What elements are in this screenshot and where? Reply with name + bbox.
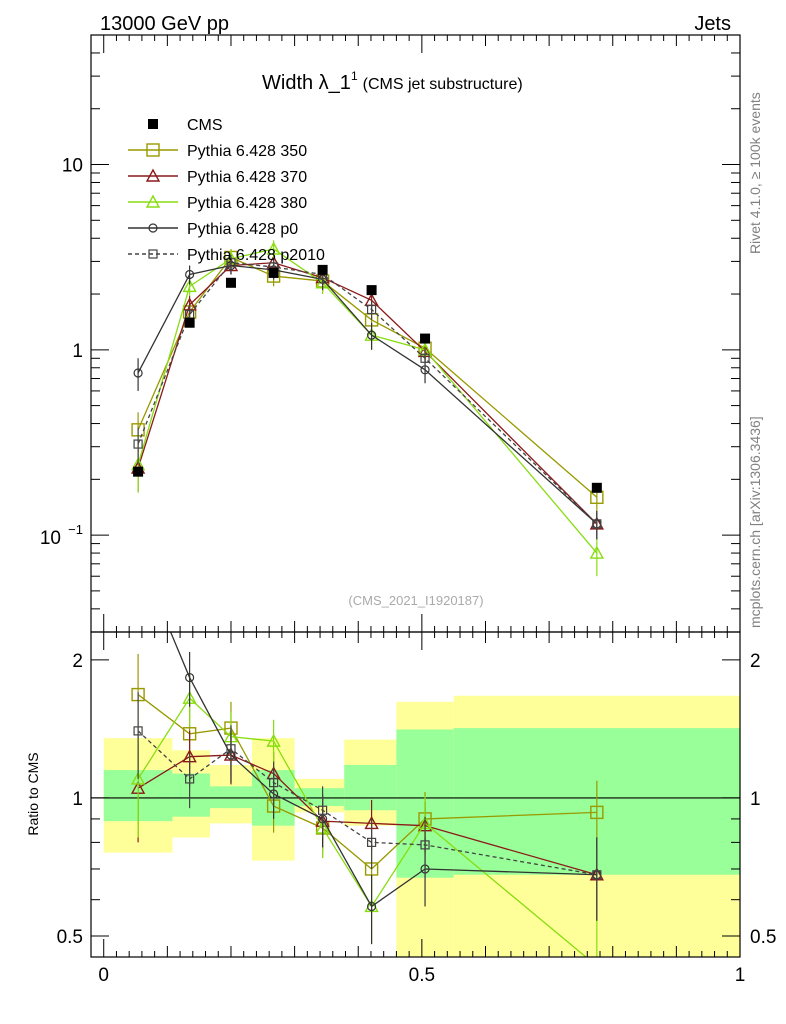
main-data-point: [184, 317, 195, 328]
main-point: [185, 269, 195, 280]
legend-label: Pythia 6.428 370: [187, 169, 307, 186]
legend-marker: [148, 119, 158, 129]
mcplots-label: mcplots.cern.ch [arXiv:1306.3436]: [747, 416, 763, 628]
process-label: Jets: [694, 13, 731, 35]
ratio-series-4: [133, 692, 602, 921]
legend-marker: [145, 168, 161, 182]
ratio-band-green: [209, 786, 252, 809]
ratio-point: [591, 960, 603, 971]
main-series-1: [130, 254, 605, 540]
plot-title-superscript: 1: [351, 69, 358, 83]
main-point: [226, 258, 236, 268]
legend-label: CMS: [187, 117, 223, 134]
ratio-point: [185, 774, 195, 784]
ratio-point: [266, 733, 281, 747]
ratio-point: [185, 672, 195, 683]
main-point: [133, 368, 143, 378]
ratio-x-tick-label: 1: [735, 965, 746, 986]
main-data-point: [420, 333, 431, 344]
main-series-line: [137, 264, 598, 525]
ratio-point: [366, 837, 377, 847]
ratio-y-tick-label: 0.5: [57, 927, 83, 948]
ratio-plot-panel: 2 21 10.5 0.50 0.5 1 Ratio to CMS: [25, 550, 776, 986]
ratio-band-green: [344, 764, 397, 811]
ratio-x-tick-label: 0: [98, 965, 109, 986]
analysis-watermark: (CMS_2021_I1920187): [348, 593, 483, 608]
legend: CMS Pythia 6.428 350 Pythia 6.428 370 Pythi…: [128, 117, 325, 264]
main-data-point: [225, 277, 236, 288]
main-point: [366, 330, 377, 340]
main-data-point: [317, 264, 328, 275]
main-point: [366, 304, 377, 315]
ratio-y-axis-label: Ratio to CMS: [25, 752, 41, 835]
legend-marker: [148, 249, 158, 259]
ratio-y-tick-label-right: 1: [750, 789, 761, 810]
ratio-point: [130, 771, 146, 785]
legend-marker: [148, 223, 158, 233]
ratio-point: [226, 744, 236, 754]
ratio-series-line: [137, 730, 597, 876]
main-data-series: [133, 264, 602, 493]
ratio-point: [269, 777, 279, 788]
main-y-tick-label: 10: [40, 528, 61, 549]
energy-label: 13000 GeV pp: [100, 13, 229, 35]
plot-title-main: Width λ_1: [262, 72, 351, 94]
main-point: [182, 278, 197, 293]
ratio-x-tick-label: 0.5: [409, 965, 435, 986]
ratio-band-green: [172, 773, 210, 817]
ratio-series-line: [169, 632, 597, 908]
main-data-point: [133, 466, 144, 477]
ratio-point: [134, 550, 142, 558]
ratio-point: [366, 901, 377, 912]
plot-title-tail: (CMS jet substructure): [363, 76, 523, 93]
legend-marker: [145, 194, 161, 208]
main-point: [266, 241, 281, 255]
ratio-plot-frame: [90, 631, 741, 958]
ratio-y-tick-label-right: 2: [750, 651, 761, 672]
ratio-point: [420, 840, 430, 850]
main-y-tick-label: 10: [62, 156, 83, 177]
ratio-point: [592, 870, 602, 880]
main-point: [589, 545, 605, 559]
main-point: [420, 353, 430, 363]
main-series-4: [133, 254, 602, 540]
ratio-series-line: [137, 694, 597, 870]
ratio-point: [318, 805, 328, 815]
main-series-line: [137, 262, 598, 525]
legend-marker: [146, 143, 160, 157]
main-point: [592, 519, 602, 529]
ratio-y-tick-label: 1: [72, 789, 83, 810]
rivet-label: Rivet 4.1.0, ≥ 100k events: [747, 92, 763, 254]
ratio-series-line: [137, 697, 587, 957]
legend-label: Pythia 6.428 p2010: [187, 247, 325, 264]
ratio-y-tick-label-right: 0.5: [750, 927, 776, 948]
legend-label: Pythia 6.428 350: [187, 143, 307, 160]
main-y-tick-label: 1: [72, 341, 83, 362]
ratio-point: [133, 726, 143, 736]
main-series-3: [133, 257, 602, 540]
ratio-y-tick-label: 2: [72, 651, 83, 672]
main-series-line: [137, 248, 598, 554]
plot-title: Width λ_11 (CMS jet substructure): [262, 69, 523, 94]
main-y-tick-exponent: −1: [68, 522, 83, 537]
ratio-point: [590, 805, 604, 820]
legend-label: Pythia 6.428 p0: [187, 221, 298, 238]
main-point: [133, 439, 143, 449]
main-data-point: [268, 267, 279, 278]
ratio-series-group: [130, 550, 605, 971]
main-data-point: [366, 285, 377, 296]
legend-label: Pythia 6.428 380: [187, 195, 307, 212]
ratio-series-line: [137, 754, 598, 876]
main-data-point: [591, 482, 602, 493]
